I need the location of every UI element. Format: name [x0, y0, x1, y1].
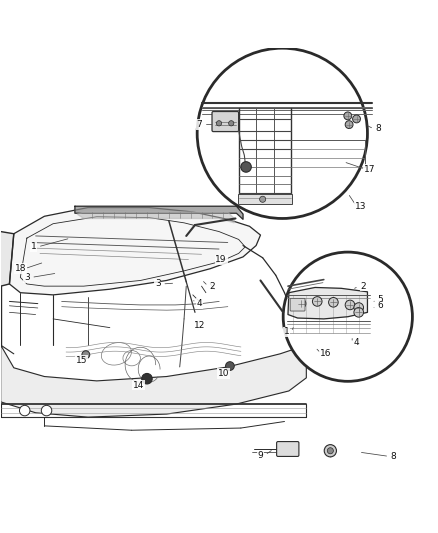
Text: 2: 2	[210, 281, 215, 290]
Text: 9: 9	[258, 450, 263, 459]
Circle shape	[142, 374, 152, 384]
Circle shape	[312, 297, 322, 306]
Text: 12: 12	[194, 321, 205, 330]
Text: 13: 13	[355, 202, 367, 211]
Text: 6: 6	[378, 301, 383, 310]
Circle shape	[19, 405, 30, 416]
Circle shape	[345, 300, 355, 310]
Polygon shape	[77, 212, 234, 223]
Text: 5: 5	[378, 295, 383, 304]
Circle shape	[229, 120, 234, 126]
FancyBboxPatch shape	[277, 441, 299, 456]
Polygon shape	[1, 231, 14, 286]
Circle shape	[41, 405, 52, 416]
Polygon shape	[1, 345, 306, 417]
Text: 1: 1	[31, 243, 36, 252]
Text: 19: 19	[215, 255, 227, 264]
Circle shape	[260, 196, 266, 203]
Text: 15: 15	[76, 356, 87, 365]
Text: 17: 17	[364, 165, 375, 174]
FancyBboxPatch shape	[212, 111, 239, 132]
Text: 3: 3	[155, 279, 161, 288]
Text: 10: 10	[218, 369, 229, 378]
Text: 8: 8	[391, 452, 396, 461]
Circle shape	[328, 297, 338, 307]
Circle shape	[82, 351, 90, 359]
Circle shape	[324, 445, 336, 457]
Circle shape	[353, 115, 360, 123]
Polygon shape	[10, 207, 261, 295]
Text: 4: 4	[197, 299, 202, 308]
Text: 3: 3	[24, 273, 30, 282]
Text: 16: 16	[320, 349, 332, 358]
Circle shape	[354, 303, 364, 312]
Circle shape	[197, 48, 367, 219]
Text: 8: 8	[375, 125, 381, 133]
Circle shape	[354, 308, 364, 317]
Text: 4: 4	[354, 338, 359, 348]
Text: 2: 2	[360, 281, 366, 290]
FancyBboxPatch shape	[290, 298, 305, 311]
Circle shape	[344, 112, 352, 120]
Circle shape	[327, 448, 333, 454]
Circle shape	[283, 252, 413, 381]
Text: 18: 18	[14, 264, 26, 273]
FancyBboxPatch shape	[238, 195, 292, 204]
Text: 7: 7	[197, 120, 202, 129]
Text: 14: 14	[133, 381, 144, 390]
Circle shape	[216, 120, 222, 126]
Polygon shape	[288, 287, 367, 319]
Circle shape	[241, 161, 251, 172]
Circle shape	[226, 362, 234, 370]
Circle shape	[296, 299, 306, 309]
Circle shape	[345, 120, 353, 128]
Text: 1: 1	[284, 327, 290, 336]
Polygon shape	[75, 206, 243, 220]
